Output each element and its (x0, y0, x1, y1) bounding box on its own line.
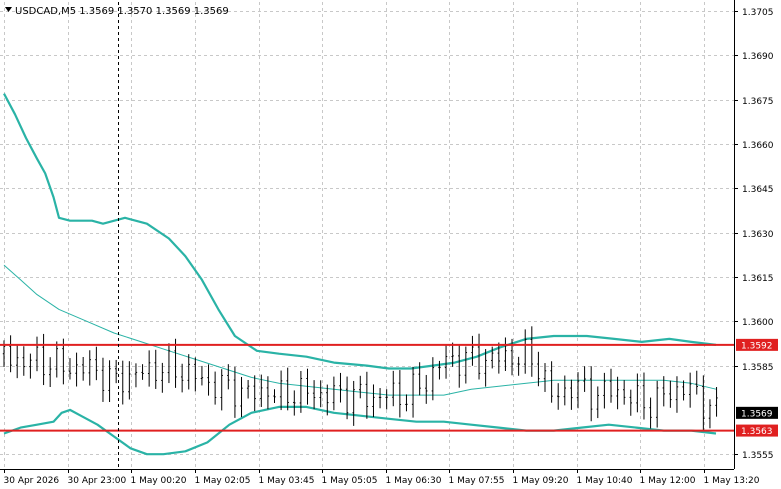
y-tick-label: 1.3585 (742, 363, 774, 373)
collapse-triangle-icon[interactable] (5, 7, 12, 12)
y-tick-label: 1.3690 (742, 52, 774, 62)
level-label-box (736, 424, 778, 437)
price-labels: 1.3592 1.3563 1.3569 (736, 338, 778, 437)
band-middle (3, 264, 717, 396)
x-tick-label: 1 May 02:05 (195, 476, 251, 486)
x-tick-label: 30 Apr 23:00 (68, 476, 127, 486)
x-tick-label: 1 May 00:20 (131, 476, 187, 486)
time-axis[interactable]: 30 Apr 2026 30 Apr 23:00 1 May 00:20 1 May … (4, 469, 760, 486)
x-tick-label: 1 May 07:55 (449, 476, 505, 486)
x-tick-label: 1 May 13:20 (704, 476, 760, 486)
level-label: 1.3563 (741, 427, 773, 437)
x-tick-label: 30 Apr 2026 (4, 476, 60, 486)
y-tick-label: 1.3600 (742, 318, 774, 328)
x-tick-label: 1 May 09:20 (513, 476, 569, 486)
x-tick-label: 1 May 10:40 (577, 476, 633, 486)
y-tick-label: 1.3555 (742, 451, 774, 461)
level-lines[interactable] (0, 343, 734, 432)
y-tick-label: 1.3630 (742, 230, 774, 240)
x-tick-label: 1 May 12:00 (640, 476, 696, 486)
level-label: 1.3592 (741, 341, 773, 351)
band-lower (3, 405, 717, 456)
band-upper (3, 93, 717, 370)
chart-header[interactable]: USDCAD,M5 1.3569 1.3570 1.3569 1.3569 (5, 6, 229, 17)
y-tick-label: 1.3645 (742, 185, 774, 195)
x-tick-label: 1 May 03:45 (259, 476, 315, 486)
x-tick-label: 1 May 06:30 (386, 476, 442, 486)
current-price-label: 1.3569 (741, 409, 773, 419)
y-tick-label: 1.3660 (742, 141, 774, 151)
x-tick-label: 1 May 05:05 (322, 476, 378, 486)
current-price-box (736, 406, 778, 419)
price-bars (2, 326, 718, 431)
price-axis[interactable]: 1.3705 1.3690 1.3675 1.3660 1.3645 1.3630 1.36… (734, 8, 774, 461)
symbol-info: USDCAD,M5 1.3569 1.3570 1.3569 1.3569 (15, 6, 229, 17)
bollinger-bands (3, 93, 717, 456)
y-tick-label: 1.3675 (742, 97, 774, 107)
level-label-box (736, 338, 778, 351)
y-tick-label: 1.3615 (742, 274, 774, 284)
y-tick-label: 1.3705 (742, 8, 774, 18)
